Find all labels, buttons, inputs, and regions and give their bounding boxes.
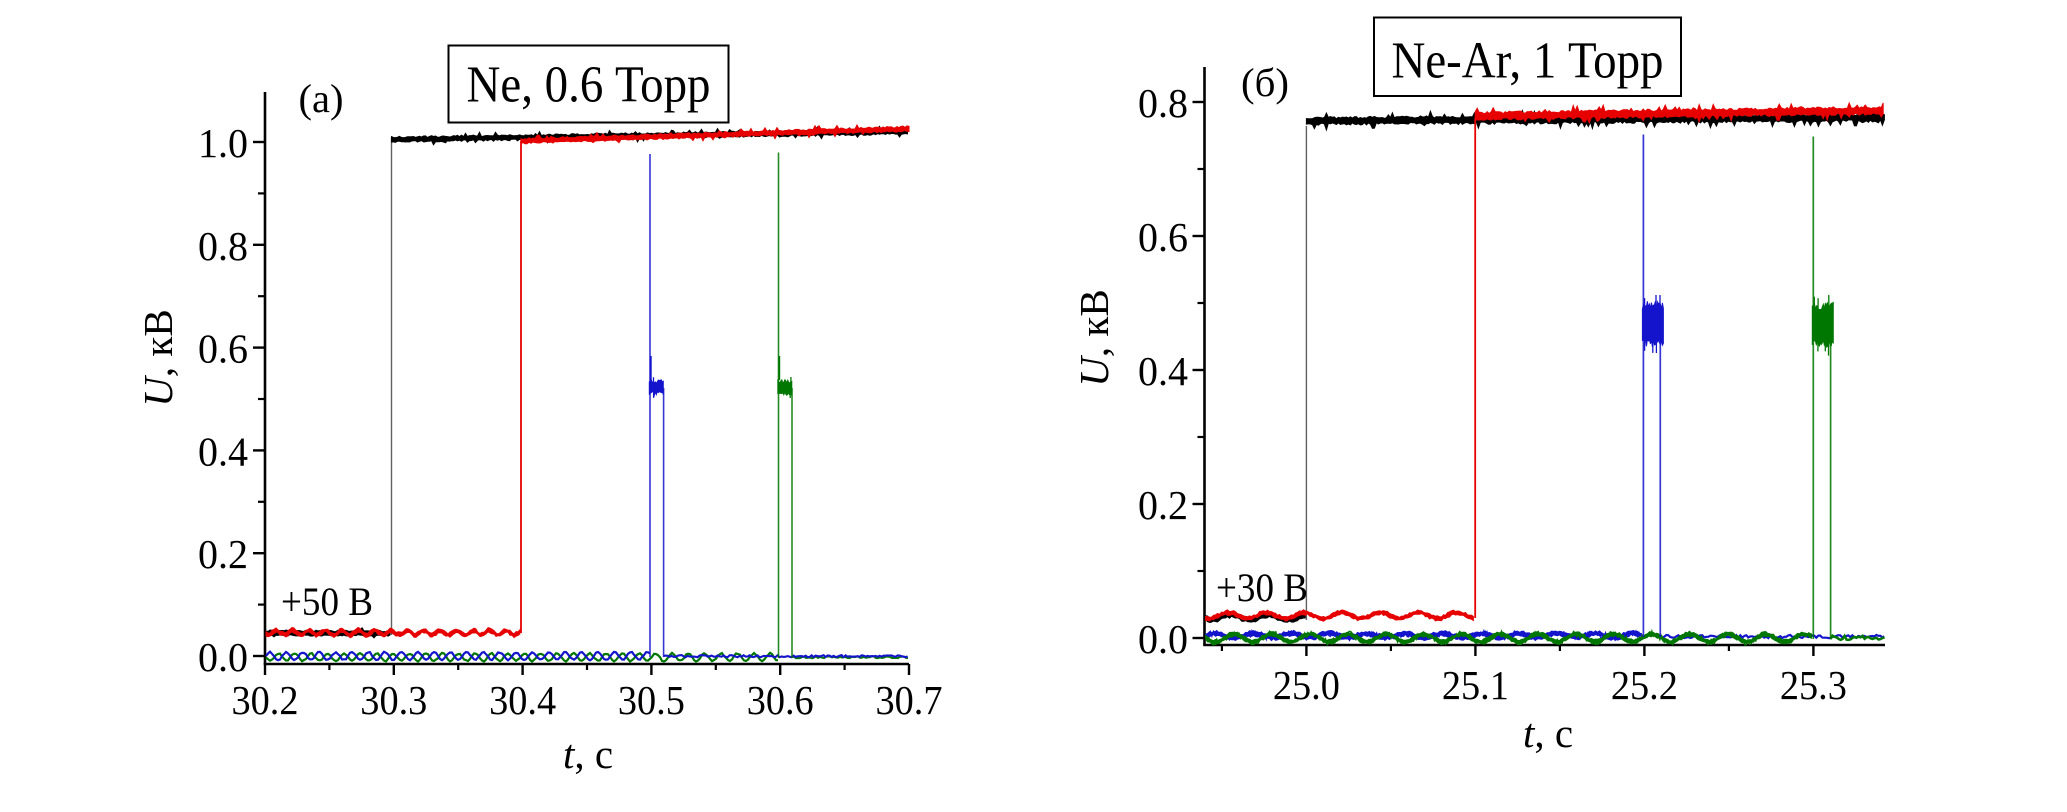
svg-text:0.8: 0.8 xyxy=(198,223,248,269)
svg-text:t, с: t, с xyxy=(563,731,613,777)
svg-text:25.2: 25.2 xyxy=(1611,662,1678,708)
svg-text:25.3: 25.3 xyxy=(1780,662,1847,708)
svg-text:+50 В: +50 В xyxy=(281,579,373,624)
svg-text:0.0: 0.0 xyxy=(198,634,248,680)
svg-text:25.0: 25.0 xyxy=(1273,662,1340,708)
svg-text:U, кВ: U, кВ xyxy=(135,309,181,406)
svg-text:(а): (а) xyxy=(299,76,344,121)
svg-text:0.0: 0.0 xyxy=(1138,616,1188,662)
svg-text:30.7: 30.7 xyxy=(876,677,943,723)
svg-text:Ne-Ar, 1 Торр: Ne-Ar, 1 Торр xyxy=(1392,33,1664,90)
svg-text:0.4: 0.4 xyxy=(1138,348,1188,394)
svg-text:30.6: 30.6 xyxy=(747,677,814,723)
svg-text:30.3: 30.3 xyxy=(360,677,427,723)
svg-text:U, кВ: U, кВ xyxy=(1071,289,1117,386)
svg-text:0.4: 0.4 xyxy=(198,428,248,474)
svg-text:25.1: 25.1 xyxy=(1442,662,1509,708)
svg-text:0.2: 0.2 xyxy=(1138,482,1188,528)
svg-text:30.2: 30.2 xyxy=(232,677,299,723)
svg-text:30.5: 30.5 xyxy=(618,677,685,723)
svg-text:+30 В: +30 В xyxy=(1216,565,1308,610)
svg-text:0.6: 0.6 xyxy=(1138,214,1188,260)
svg-text:1.0: 1.0 xyxy=(198,120,248,166)
svg-text:t, с: t, с xyxy=(1523,710,1573,756)
svg-text:0.8: 0.8 xyxy=(1138,80,1188,126)
svg-text:(б): (б) xyxy=(1241,60,1289,105)
svg-text:0.2: 0.2 xyxy=(198,531,248,577)
svg-text:0.6: 0.6 xyxy=(198,326,248,372)
svg-text:30.4: 30.4 xyxy=(489,677,556,723)
svg-text:Ne, 0.6 Торр: Ne, 0.6 Торр xyxy=(467,57,711,114)
